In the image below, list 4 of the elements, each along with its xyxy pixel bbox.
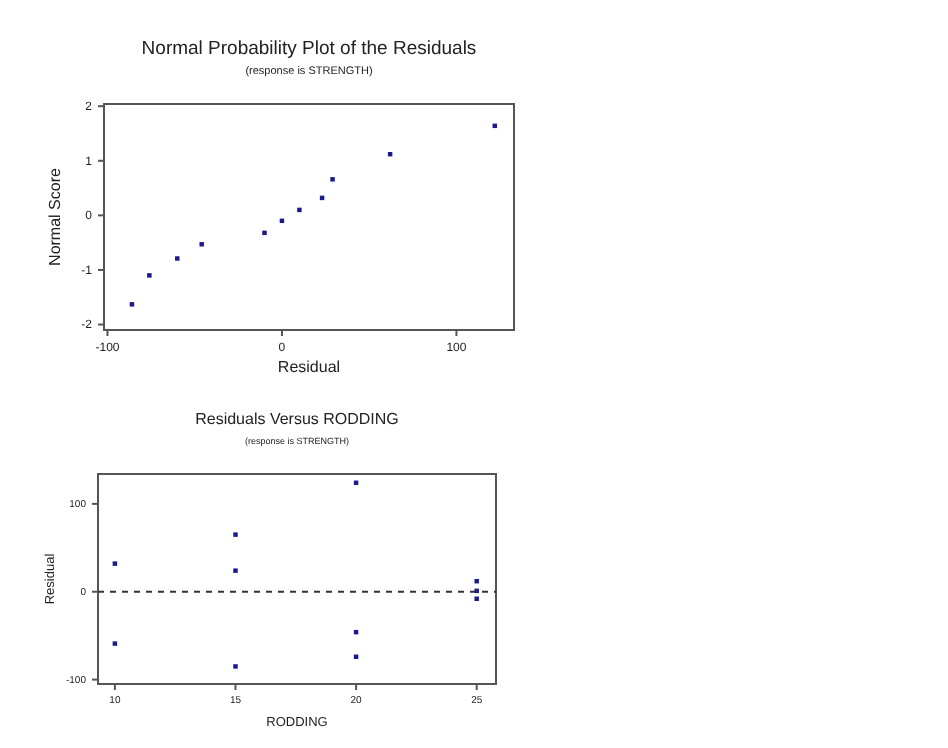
- x-axis-title: Residual: [277, 358, 341, 376]
- chart-title: Normal Probability Plot of the Residuals: [141, 38, 477, 60]
- y-axis-title: Normal Score: [46, 167, 64, 266]
- chart-title: Residuals Versus RODDING: [195, 410, 399, 428]
